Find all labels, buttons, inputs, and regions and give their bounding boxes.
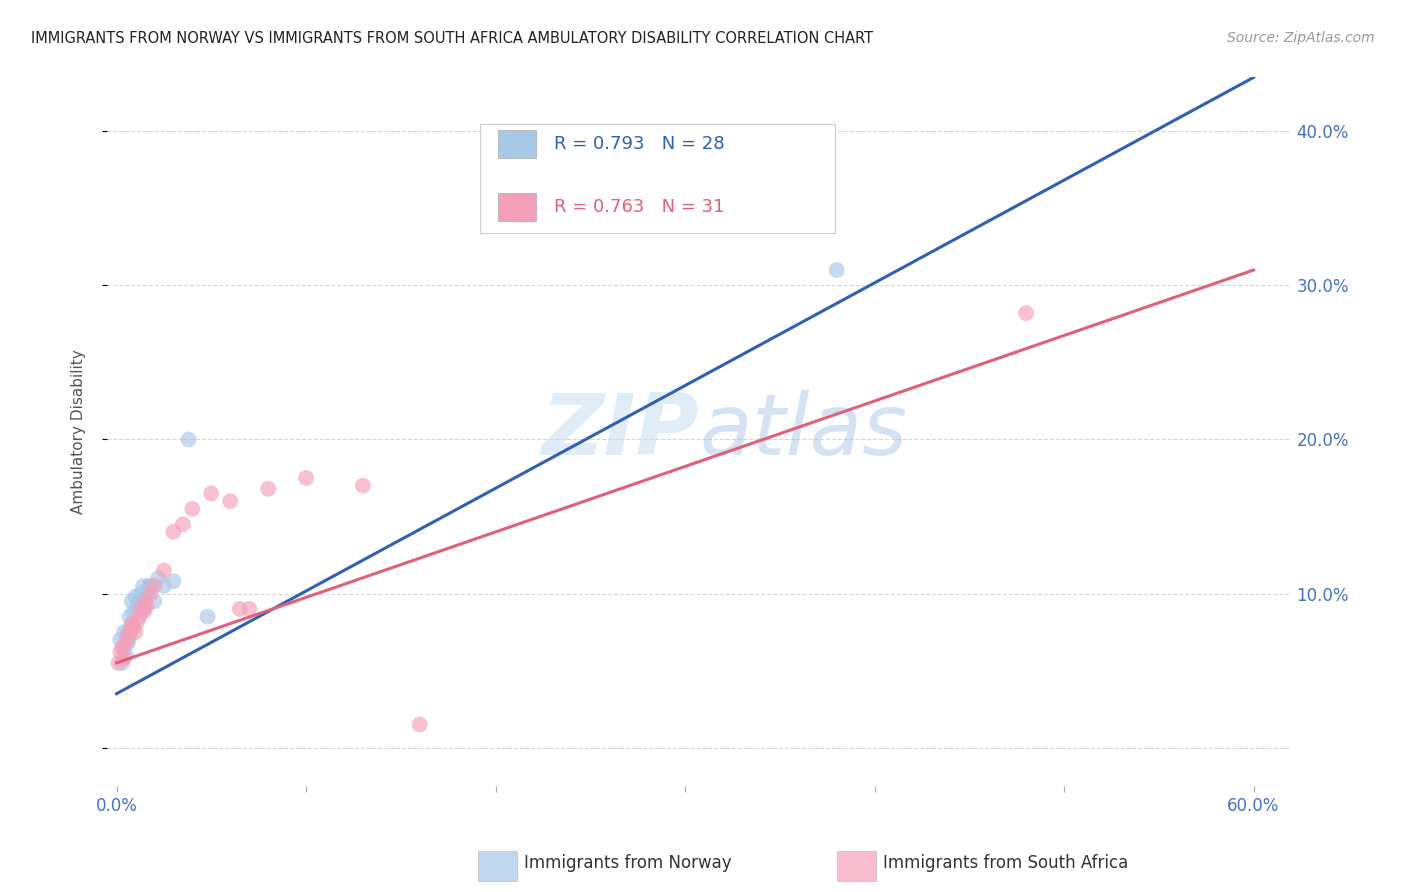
Point — [139, 579, 162, 593]
Point — [124, 590, 146, 604]
Point — [122, 605, 145, 619]
Point — [118, 609, 141, 624]
Point — [112, 625, 135, 640]
Point — [409, 717, 432, 731]
Text: R = 0.793   N = 28: R = 0.793 N = 28 — [554, 135, 724, 153]
Point — [127, 615, 149, 629]
Text: ZIP: ZIP — [541, 391, 699, 474]
Point — [118, 625, 141, 640]
FancyBboxPatch shape — [498, 194, 536, 220]
Point — [128, 609, 150, 624]
Point — [238, 602, 260, 616]
Point — [115, 648, 138, 663]
Point — [112, 651, 135, 665]
FancyBboxPatch shape — [498, 130, 536, 158]
Text: atlas: atlas — [699, 391, 907, 474]
Point — [115, 636, 138, 650]
Text: R = 0.763   N = 31: R = 0.763 N = 31 — [554, 198, 724, 216]
Point — [111, 640, 134, 655]
Point — [129, 586, 152, 600]
Point — [162, 574, 184, 589]
Point — [219, 494, 242, 508]
Point — [177, 433, 200, 447]
Point — [1015, 306, 1038, 320]
Text: Immigrants from South Africa: Immigrants from South Africa — [883, 855, 1128, 872]
Point — [200, 486, 222, 500]
Point — [153, 564, 176, 578]
Point — [197, 609, 219, 624]
Point — [825, 263, 848, 277]
Point — [352, 479, 374, 493]
Point — [135, 599, 157, 613]
Text: Immigrants from Norway: Immigrants from Norway — [524, 855, 733, 872]
Point — [295, 471, 318, 485]
Point — [110, 645, 132, 659]
Point — [122, 620, 145, 634]
Point — [148, 571, 170, 585]
Point — [121, 594, 143, 608]
Text: Source: ZipAtlas.com: Source: ZipAtlas.com — [1227, 31, 1375, 45]
Point — [124, 625, 146, 640]
Point — [138, 579, 160, 593]
Point — [153, 579, 176, 593]
Point — [127, 599, 149, 613]
Point — [257, 482, 280, 496]
Point — [143, 579, 166, 593]
Point — [134, 602, 156, 616]
Text: IMMIGRANTS FROM NORWAY VS IMMIGRANTS FROM SOUTH AFRICA AMBULATORY DISABILITY COR: IMMIGRANTS FROM NORWAY VS IMMIGRANTS FRO… — [31, 31, 873, 46]
Point — [229, 602, 252, 616]
Point — [143, 594, 166, 608]
Point — [128, 594, 150, 608]
Point — [129, 602, 152, 616]
Point — [132, 605, 155, 619]
Point — [121, 617, 143, 632]
Point — [134, 594, 156, 608]
Point — [107, 656, 129, 670]
Point — [172, 517, 194, 532]
Y-axis label: Ambulatory Disability: Ambulatory Disability — [72, 350, 86, 514]
Point — [118, 630, 141, 644]
Point — [111, 656, 134, 670]
Point — [117, 625, 139, 640]
Point — [162, 524, 184, 539]
Point — [132, 579, 155, 593]
Point — [135, 586, 157, 600]
Point — [112, 640, 135, 655]
FancyBboxPatch shape — [481, 123, 835, 234]
Point — [121, 617, 143, 632]
Point — [117, 630, 139, 644]
Point — [117, 636, 139, 650]
Point — [181, 501, 204, 516]
Point — [110, 632, 132, 647]
Point — [139, 586, 162, 600]
